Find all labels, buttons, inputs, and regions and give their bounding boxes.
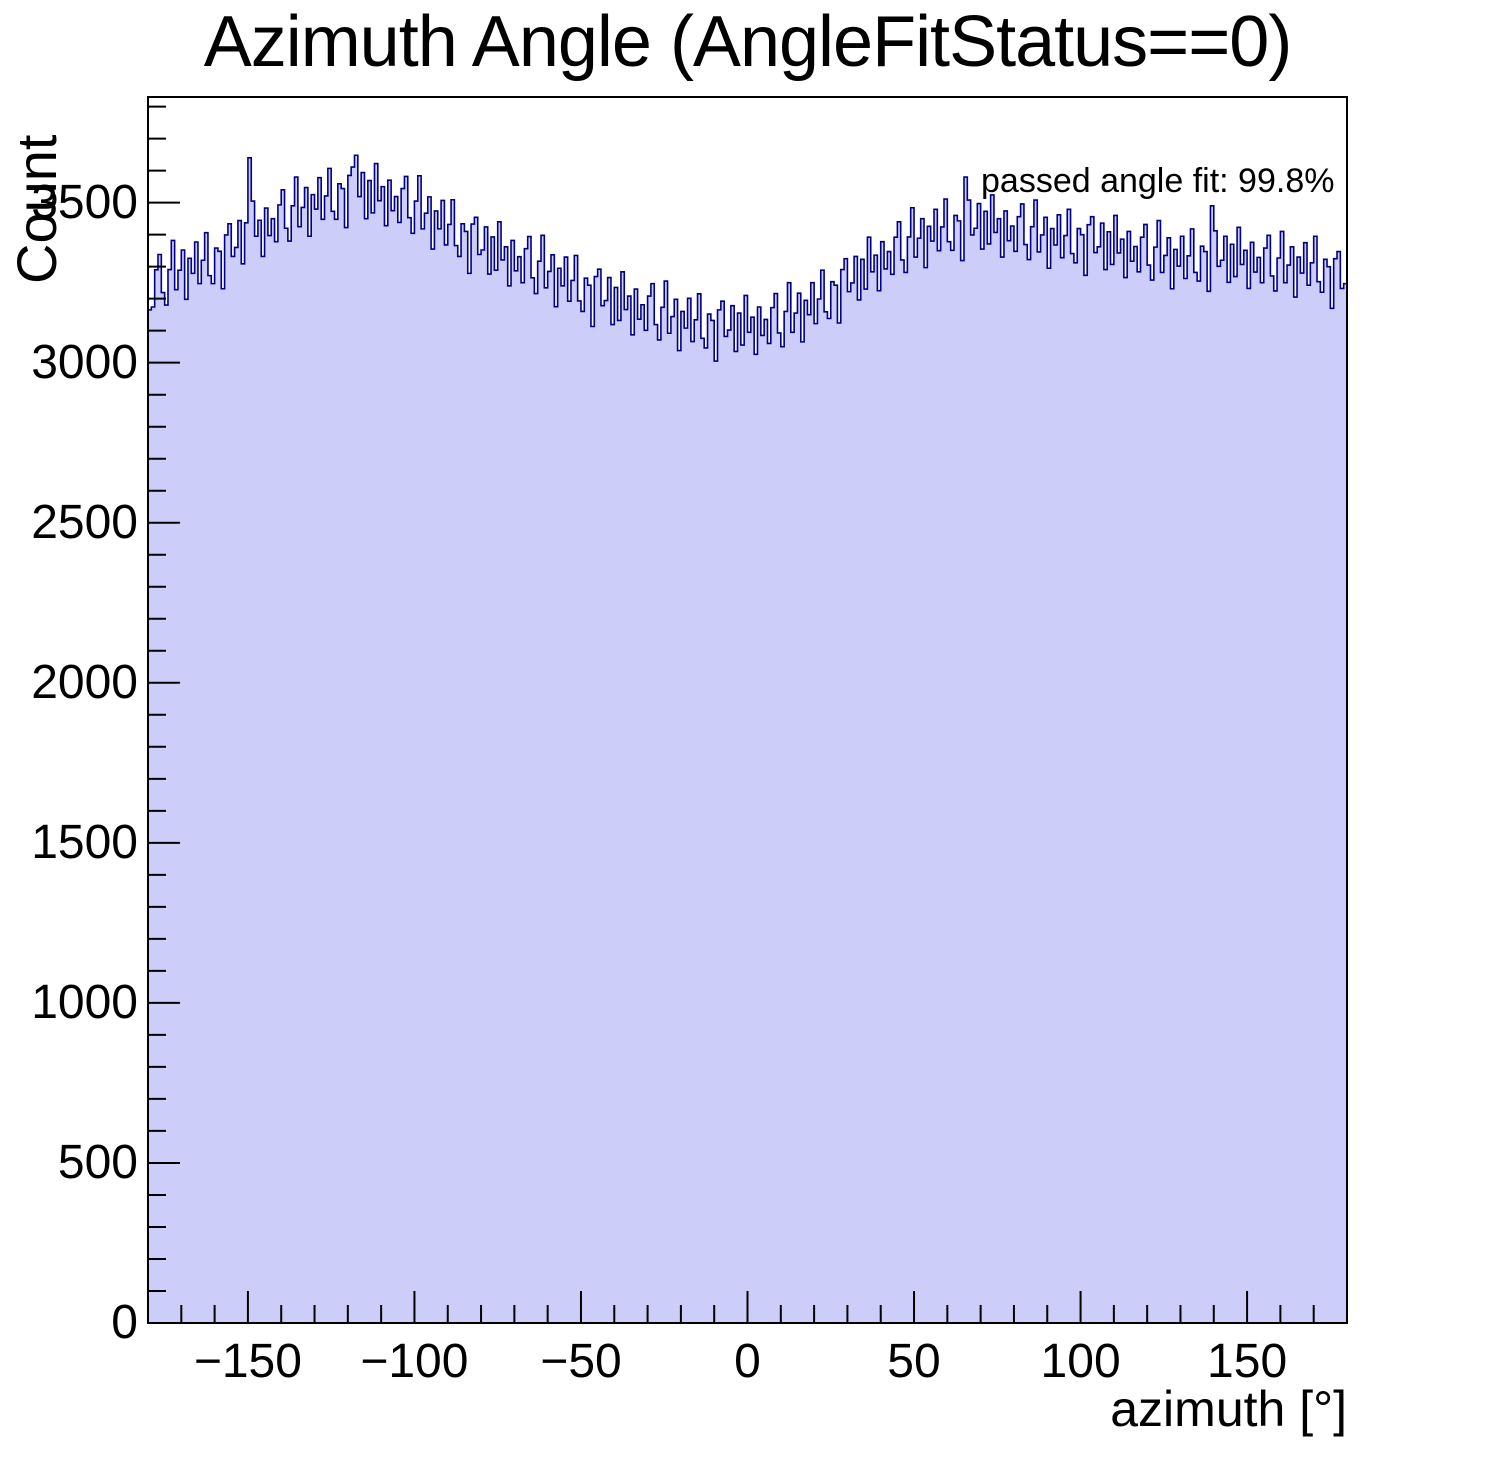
y-tick-label: 2500 bbox=[31, 495, 138, 549]
y-tick-label: 2000 bbox=[31, 655, 138, 709]
x-tick-label: 100 bbox=[1040, 1335, 1121, 1388]
y-tick-label: 3500 bbox=[31, 175, 138, 229]
y-tick-label: 0 bbox=[111, 1296, 138, 1349]
chart-title: Azimuth Angle (AngleFitStatus==0) bbox=[203, 2, 1293, 82]
x-tick-label: 150 bbox=[1207, 1335, 1288, 1388]
x-tick-label: −150 bbox=[193, 1335, 302, 1388]
x-tick-label: −50 bbox=[540, 1335, 622, 1388]
y-tick-label: 500 bbox=[57, 1135, 138, 1189]
y-tick-label: 1000 bbox=[31, 975, 138, 1029]
histogram-area bbox=[147, 154, 1348, 1324]
y-tick-label: 3000 bbox=[31, 335, 138, 389]
x-tick-label: 0 bbox=[734, 1335, 761, 1388]
y-tick-label: 1500 bbox=[31, 815, 138, 869]
passed-angle-fit-annotation: passed angle fit: 99.8% bbox=[981, 162, 1335, 200]
x-axis-ticks bbox=[147, 1291, 1348, 1323]
x-tick-label: −100 bbox=[360, 1335, 469, 1388]
y-axis-ticks bbox=[148, 105, 180, 1324]
x-tick-label: 50 bbox=[887, 1335, 941, 1388]
x-axis-title: azimuth [°] bbox=[1110, 1381, 1347, 1437]
